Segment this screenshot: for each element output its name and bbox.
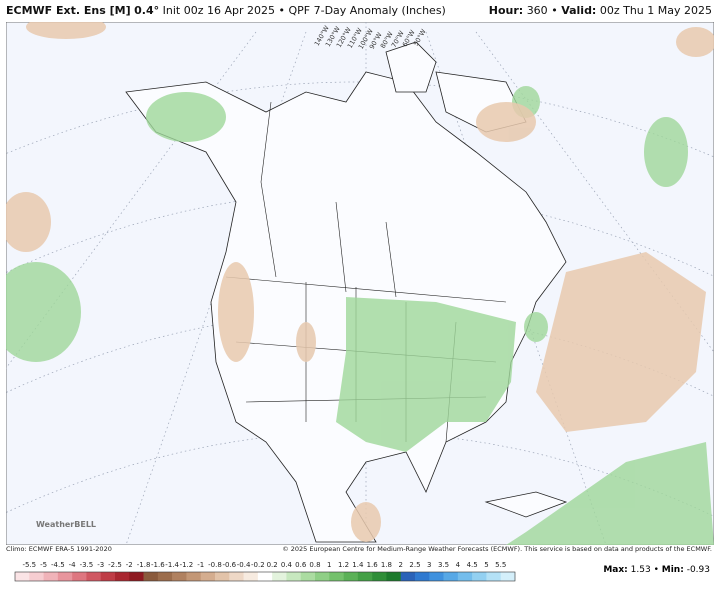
valid-label: Valid: — [561, 4, 597, 17]
colorbar-label: 4.5 — [467, 561, 478, 569]
colorbar-swatch — [486, 572, 502, 581]
colorbar-label: -5.5 — [22, 561, 36, 569]
logo: WeatherBELL — [36, 520, 96, 529]
map: 140°W130°W120°W110°W100°W90°W80°W70°W60°… — [6, 22, 714, 545]
colorbar-label: -1.8 — [137, 561, 151, 569]
hour: 360 — [526, 4, 548, 17]
colorbar-label: 1.6 — [367, 561, 379, 569]
colorbar-swatch — [415, 572, 430, 581]
copyright: © 2025 European Centre for Medium-Range … — [282, 545, 712, 553]
colorbar-label: 2 — [398, 561, 402, 569]
colorbar-swatch — [129, 572, 144, 581]
separator: • — [653, 565, 659, 575]
colorbar-swatch — [286, 572, 302, 581]
wet-anomaly — [6, 86, 714, 545]
colorbar-swatch — [229, 572, 244, 581]
colorbar-label: 5.5 — [495, 561, 506, 569]
separator: • — [551, 4, 558, 17]
colorbar: -5.5 -5 -4.5 -4 -3.5 -3 -2.5 -2 -1.8 -1.6 -1.4 -1.2… — [14, 561, 516, 582]
colorbar-swatch — [200, 572, 216, 581]
valid: 00z Thu 1 May 2025 — [599, 4, 712, 17]
max-min: Max: 1.53 • Min: -0.93 — [603, 565, 710, 575]
colorbar-swatch — [57, 572, 73, 581]
colorbar-label: -0.6 — [222, 561, 236, 569]
colorbar-label: -1 — [197, 561, 204, 569]
colorbar-swatch — [215, 572, 230, 581]
model: ECMWF Ext. Ens [M] — [6, 4, 131, 17]
colorbar-label: -2.5 — [108, 561, 122, 569]
colorbar-swatch — [172, 572, 187, 581]
colorbar-swatch — [315, 572, 330, 581]
colorbar-swatch — [386, 572, 402, 581]
colorbar-swatch — [472, 572, 487, 581]
colorbar-label: 1.8 — [381, 561, 392, 569]
hour-label: Hour: — [488, 4, 524, 17]
product: QPF 7-Day Anomaly (Inches) — [288, 4, 446, 17]
colorbar-label: 4 — [456, 561, 461, 569]
colorbar-swatch — [457, 572, 473, 581]
colorbar-swatch — [329, 572, 344, 581]
min-label: Min: — [661, 565, 684, 575]
colorbar-label: 1.4 — [352, 561, 364, 569]
colorbar-swatch — [157, 572, 173, 581]
resolution: 0.4° — [134, 4, 160, 17]
colorbar-swatch — [72, 572, 87, 581]
colorbar-label: -3.5 — [80, 561, 94, 569]
colorbar-swatch — [500, 572, 516, 581]
colorbar-swatch — [343, 572, 359, 581]
colorbar-swatch — [372, 572, 387, 581]
colorbar-label: -5 — [40, 561, 47, 569]
header-left: ECMWF Ext. Ens [M] 0.4° Init 00z 16 Apr … — [6, 0, 446, 22]
colorbar-label: -4.5 — [51, 561, 65, 569]
climo: Climo: ECMWF ERA-5 1991-2020 — [6, 545, 112, 553]
colorbar-swatch — [272, 572, 287, 581]
min: -0.93 — [686, 565, 710, 575]
colorbar-swatch — [86, 572, 102, 581]
header-right: Hour: 360 • Valid: 00z Thu 1 May 2025 — [489, 0, 712, 22]
colorbar-swatch — [115, 572, 130, 581]
max-label: Max: — [603, 565, 628, 575]
colorbar-label: -1.6 — [151, 561, 165, 569]
separator: • — [278, 4, 285, 17]
colorbar-label: -4 — [69, 561, 77, 569]
colorbar-swatch — [29, 572, 44, 581]
colorbar-swatch — [429, 572, 444, 581]
colorbar-label: 0.2 — [267, 561, 278, 569]
colorbar-swatch — [300, 572, 316, 581]
dry-anomaly — [6, 22, 714, 542]
colorbar-label: 5 — [484, 561, 488, 569]
colorbar-label: -0.2 — [251, 561, 265, 569]
colorbar-label: 0.6 — [295, 561, 307, 569]
colorbar-frame — [14, 571, 516, 582]
colorbar-label: 0.8 — [309, 561, 320, 569]
colorbar-label: 1 — [327, 561, 331, 569]
colorbar-swatch — [357, 572, 373, 581]
colorbar-label: -1.4 — [165, 561, 179, 569]
colorbar-label: -1.2 — [180, 561, 194, 569]
colorbar-swatch — [443, 572, 459, 581]
colorbar-swatch — [243, 572, 259, 581]
colorbar-label: 2.5 — [409, 561, 420, 569]
colorbar-swatch — [43, 572, 59, 581]
colorbar-swatch — [400, 572, 416, 581]
max: 1.53 — [630, 565, 651, 575]
colorbar-label: 3 — [427, 561, 431, 569]
colorbar-label: -3 — [97, 561, 104, 569]
init: Init 00z 16 Apr 2025 — [162, 4, 275, 17]
colorbar-swatch — [257, 572, 273, 581]
colorbar-swatch — [143, 572, 159, 581]
colorbar-label: 3.5 — [438, 561, 449, 569]
colorbar-label: -0.4 — [237, 561, 251, 569]
colorbar-swatch — [186, 572, 202, 581]
colorbar-label: 1.2 — [338, 561, 349, 569]
colorbar-label: -0.8 — [208, 561, 222, 569]
colorbar-swatch — [100, 572, 116, 581]
colorbar-label: -2 — [126, 561, 133, 569]
colorbar-label: 0.4 — [281, 561, 293, 569]
colorbar-swatch — [15, 572, 30, 581]
